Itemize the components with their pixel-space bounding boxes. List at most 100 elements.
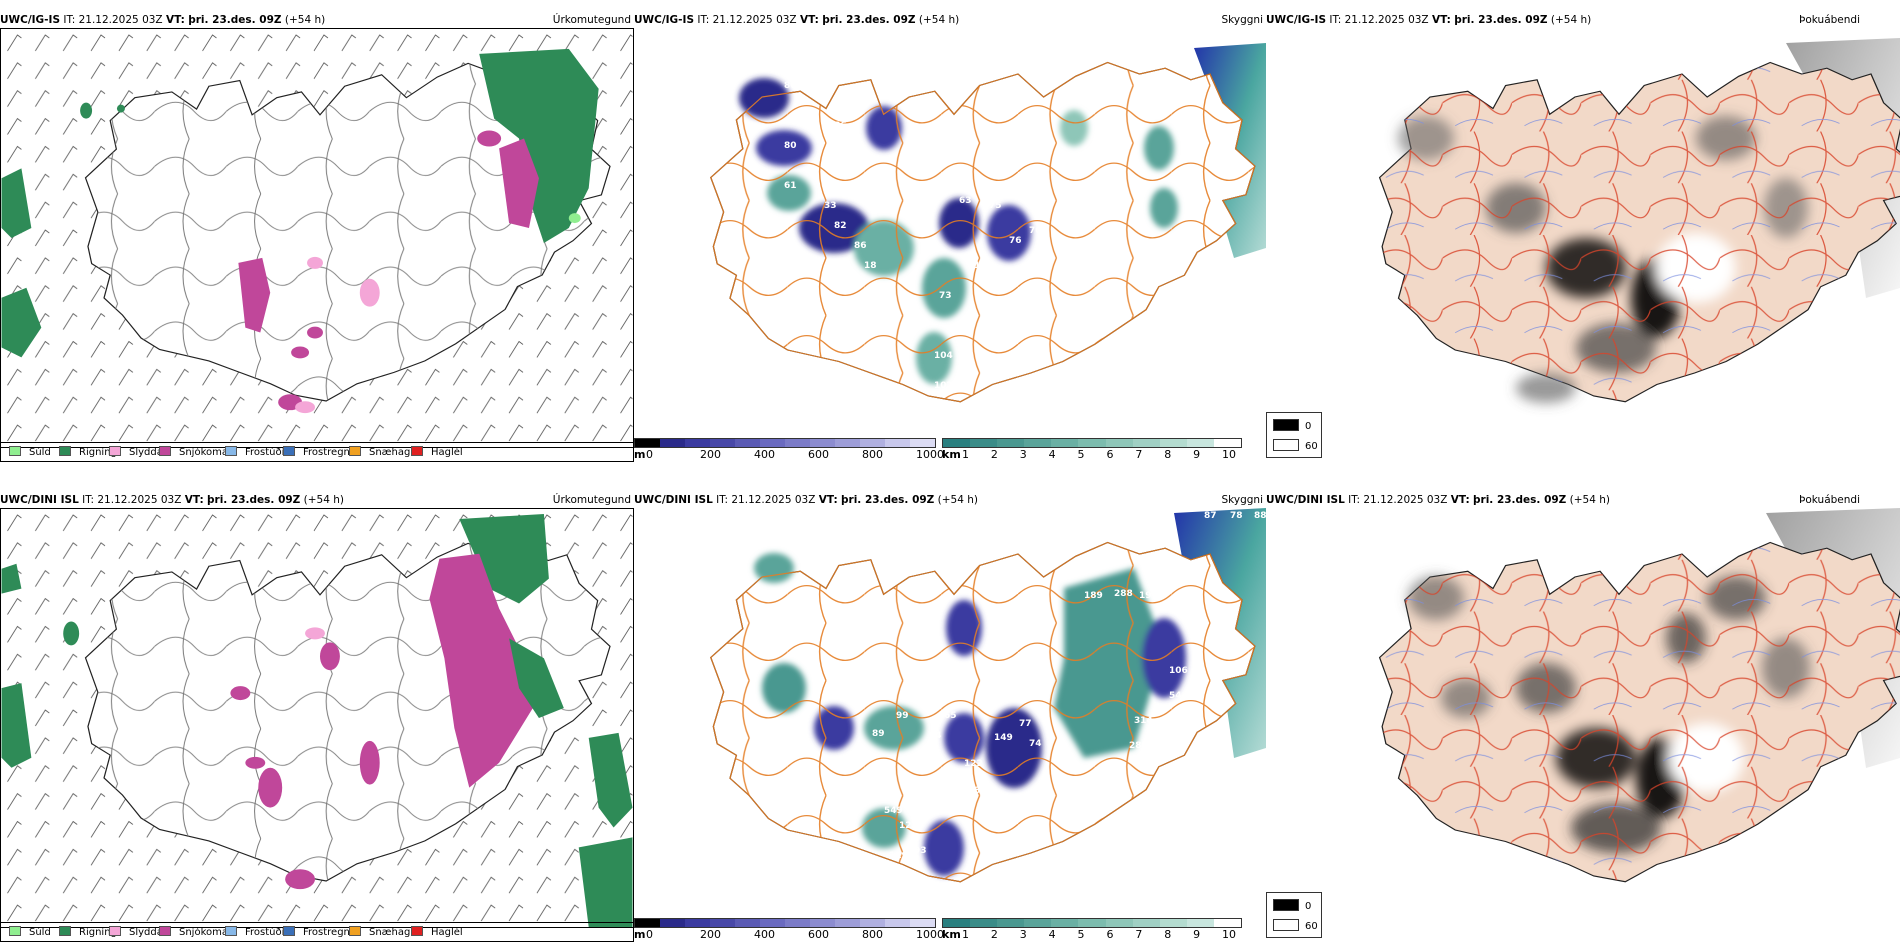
visibility-value-label: 74 xyxy=(1029,739,1042,749)
colorbar-tick: 800 xyxy=(862,928,883,941)
visibility-value-label: 102 xyxy=(934,381,953,391)
legend-item: Snæhagl xyxy=(349,446,413,460)
fog-swatch xyxy=(1273,899,1299,911)
colorbar-tick: 1000 xyxy=(916,928,944,941)
colorbar-cell xyxy=(1051,439,1079,447)
legend-label: Snjókoma xyxy=(179,927,229,938)
it-value: 21.12.2025 03Z xyxy=(97,494,182,506)
panel-title: Úrkomutegund xyxy=(552,494,631,506)
legend-item: Snæhagl xyxy=(349,926,413,940)
lead-time: (+54 h) xyxy=(918,14,960,26)
colorbar-tick: 2 xyxy=(990,928,998,941)
colorbar-tick: 9 xyxy=(1193,448,1201,461)
colorbar-tick: 400 xyxy=(754,448,775,461)
visibility-value-label: 42 xyxy=(1074,96,1087,106)
legend-item: Frostregn xyxy=(283,926,350,940)
legend-item: Súld xyxy=(9,446,51,460)
visibility-value-label: 87 xyxy=(1204,511,1217,521)
colorbar-cell xyxy=(997,439,1025,447)
legend-item: Frostregn xyxy=(283,446,350,460)
model-name: UWC/DINI ISL xyxy=(1266,494,1345,506)
it-value: 21.12.2025 03Z xyxy=(712,14,797,26)
vt-value: þri. 23.des. 09Z xyxy=(188,14,282,26)
visibility-value-label: 106 xyxy=(1169,666,1188,676)
visibility-value-label: 125 xyxy=(899,821,918,831)
colorbar-tick: 5 xyxy=(1077,928,1085,941)
colorbar-tick: 2 xyxy=(990,448,998,461)
colorbar-ticks: km 1 2 3 4 5 6 7 8 9 10 xyxy=(942,928,1242,942)
colorbar-cell xyxy=(997,919,1025,927)
cloud-base-colorbar: m 0 200 400 600 800 1000 xyxy=(634,918,944,944)
fog-legend-item: 0 xyxy=(1273,419,1311,433)
precip-type-panel-row1: UWC/IG-IS IT: 21.12.2025 03Z VT: þri. 23… xyxy=(0,12,634,464)
visibility-value-label: 73 xyxy=(939,291,952,301)
vt-label: VT: xyxy=(165,14,185,26)
panel-title: Úrkomutegund xyxy=(552,14,631,26)
colorbar-cell xyxy=(860,919,885,927)
visibility-colorbar: km 1 2 3 4 5 6 7 8 9 10 xyxy=(942,918,1242,944)
lead-time: (+54 h) xyxy=(937,494,978,506)
legend-item: Slydda xyxy=(109,926,163,940)
visibility-value-label: 288 xyxy=(1114,589,1133,599)
visibility-value-label: 65 xyxy=(944,711,957,721)
colorbar-tick: 10 xyxy=(1222,928,1236,941)
visibility-value-label: 19 xyxy=(1139,591,1152,601)
visibility-value-label: 82 xyxy=(834,221,847,231)
legend-item: Snjókoma xyxy=(159,926,228,940)
colorbar-cell xyxy=(760,439,785,447)
colorbar-tick: 6 xyxy=(1106,448,1114,461)
colorbar-tick: 0 xyxy=(646,448,653,461)
colorbar-cells xyxy=(942,918,1242,928)
legend-swatch xyxy=(59,926,71,936)
vt-value: þri. 23.des. 09Z xyxy=(207,494,301,506)
colorbar-tick: 0 xyxy=(646,928,653,941)
colorbar-tick: 1 xyxy=(962,448,969,461)
colorbar-cell xyxy=(1024,439,1052,447)
panel-title: Þokuábendi xyxy=(1799,494,1860,506)
colorbar-tick: 10 xyxy=(1222,448,1236,461)
visibility-value-label: 75 xyxy=(989,201,1002,211)
colorbar-tick: 5 xyxy=(1077,448,1085,461)
it-value: 21.12.2025 03Z xyxy=(1363,494,1448,506)
visibility-value-label: 80 xyxy=(784,141,797,151)
model-name: UWC/IG-IS xyxy=(0,14,61,26)
colorbar-tick: 3 xyxy=(1019,448,1027,461)
visibility-value-label: 149 xyxy=(994,733,1013,743)
colorbar-cells xyxy=(634,438,936,448)
colorbar-cell xyxy=(910,919,935,927)
colorbar-cell xyxy=(1186,919,1214,927)
colorbar-cell xyxy=(1132,439,1160,447)
colorbar-unit: m xyxy=(634,928,646,941)
colorbar-cell xyxy=(685,919,710,927)
vt-value: þri. 23.des. 09Z xyxy=(822,14,916,26)
visibility-value-label: 189 xyxy=(1084,591,1103,601)
legend-swatch xyxy=(225,926,237,936)
legend-item: Haglél xyxy=(411,446,463,460)
legend-label: Haglél xyxy=(431,927,463,938)
colorbar-cell xyxy=(1132,919,1160,927)
colorbar-unit: m xyxy=(634,448,646,461)
precip-type-legend: Súld Rigning Slydda Snjókoma Frostúði Fr… xyxy=(0,922,634,942)
vt-label: VT: xyxy=(1450,494,1470,506)
colorbar-cells xyxy=(942,438,1242,448)
colorbar-tick: 8 xyxy=(1164,448,1172,461)
legend-swatch xyxy=(159,446,171,456)
colorbar-cell xyxy=(1159,439,1187,447)
visibility-value-label: 99 xyxy=(896,711,909,721)
fog-index-panel-row1: UWC/IG-IS IT: 21.12.2025 03Z VT: þri. 23… xyxy=(1266,12,1900,464)
it-label: IT: xyxy=(82,494,95,506)
panel-title: Þokuábendi xyxy=(1799,14,1860,26)
panel-header: UWC/DINI ISL IT: 21.12.2025 03Z VT: þri.… xyxy=(634,492,1266,508)
visibility-value-label: 119 xyxy=(889,851,908,861)
precip-type-map xyxy=(0,28,634,448)
colorbar-cell xyxy=(785,439,810,447)
legend-swatch xyxy=(283,926,295,936)
visibility-value-label: 80 xyxy=(784,81,797,91)
visibility-value-label: 88 xyxy=(1254,511,1266,521)
visibility-value-label: 20 xyxy=(1184,181,1197,191)
precip-type-map xyxy=(0,508,634,928)
fog-legend-label: 0 xyxy=(1305,901,1312,912)
panel-header: UWC/DINI ISL IT: 21.12.2025 03Z VT: þri.… xyxy=(0,492,634,508)
visibility-map: 80 86 80 61 82 76 63 75 76 73 104 102 42 20 33 18 86 106 xyxy=(710,43,1266,403)
visibility-value-label: 33 xyxy=(824,201,837,211)
